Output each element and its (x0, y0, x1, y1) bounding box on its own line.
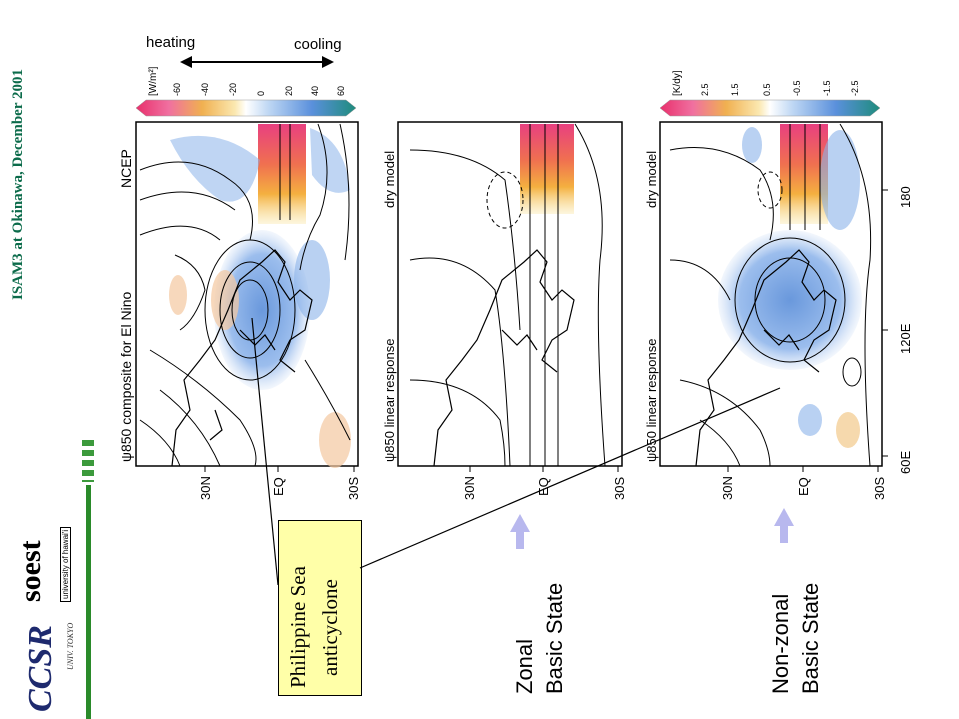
panel-2-frame (397, 121, 623, 467)
bottom-scale-tick: 2.5 (700, 83, 710, 96)
bottom-scale-unit: [K/dy] (672, 70, 683, 96)
lat-label-p1-eq: EQ (271, 477, 286, 496)
panel-1-left-label: ψ850 composite for El Nino (118, 291, 134, 462)
bottom-scale-tick: -2.5 (850, 80, 860, 96)
callout-box (278, 520, 362, 696)
panel-1-right-label: NCEP (118, 149, 134, 188)
panel-2-coastline (433, 249, 575, 467)
panel-3-contours (669, 123, 872, 467)
heating-cooling-arrow (180, 56, 334, 68)
lat-label-p3-eq: EQ (796, 477, 811, 496)
heating-label: heating (146, 34, 196, 51)
lat-label-p1-30s: 30S (346, 476, 361, 500)
cooling-label: cooling (294, 36, 342, 53)
bottom-colorbar (659, 99, 881, 117)
bottom-scale-tick: 0.5 (762, 83, 772, 96)
top-scale-tick: -60 (172, 82, 182, 96)
panel-2-contours (409, 123, 606, 467)
panel-1-coastline (171, 249, 313, 467)
panel-2-left-label: ψ850 linear response (382, 338, 397, 462)
top-scale-tick: 20 (284, 85, 294, 96)
bottom-scale-tick: -1.5 (822, 80, 832, 96)
lat-label-p2-30s: 30S (612, 476, 627, 500)
side-stripe-dots (82, 440, 94, 482)
top-scale-tick: -20 (228, 82, 238, 96)
lat-label-p1-30n: 30N (198, 476, 213, 500)
panel-3-coastline (695, 249, 837, 467)
lon-label-120e: 120E (898, 323, 913, 354)
top-colorbar (135, 99, 357, 117)
top-scale-tick: 40 (310, 85, 320, 96)
callout-leader-lines (251, 317, 781, 586)
top-scale-tick: 0 (256, 90, 266, 96)
nonzonal-up-arrow (774, 508, 794, 543)
panel-2-shading (520, 124, 574, 214)
bottom-scale-tick: 1.5 (730, 83, 740, 96)
lon-ticks (882, 189, 888, 457)
lon-label-180: 180 (898, 186, 913, 208)
side-stripe (86, 485, 91, 719)
panel-3-shading (718, 124, 862, 448)
lon-label-60e: 60E (898, 450, 913, 474)
panel-3-left-label: ψ850 linear response (644, 338, 659, 462)
top-scale-tick: -40 (200, 82, 210, 96)
top-scale-tick: 60 (336, 85, 346, 96)
bottom-scale-tick: -0.5 (792, 80, 802, 96)
panel-2-right-label: dry model (382, 150, 397, 208)
lat-label-p3-30n: 30N (720, 476, 735, 500)
panel-3-right-label: dry model (644, 150, 659, 208)
lat-label-p2-30n: 30N (462, 476, 477, 500)
top-scale-unit: [W/m²] (148, 66, 159, 96)
lat-label-p2-eq: EQ (536, 477, 551, 496)
lat-label-p3-30s: 30S (872, 476, 887, 500)
zonal-up-arrow (510, 514, 530, 549)
lat-ticks (204, 466, 879, 472)
panel-1-contours (139, 123, 351, 467)
